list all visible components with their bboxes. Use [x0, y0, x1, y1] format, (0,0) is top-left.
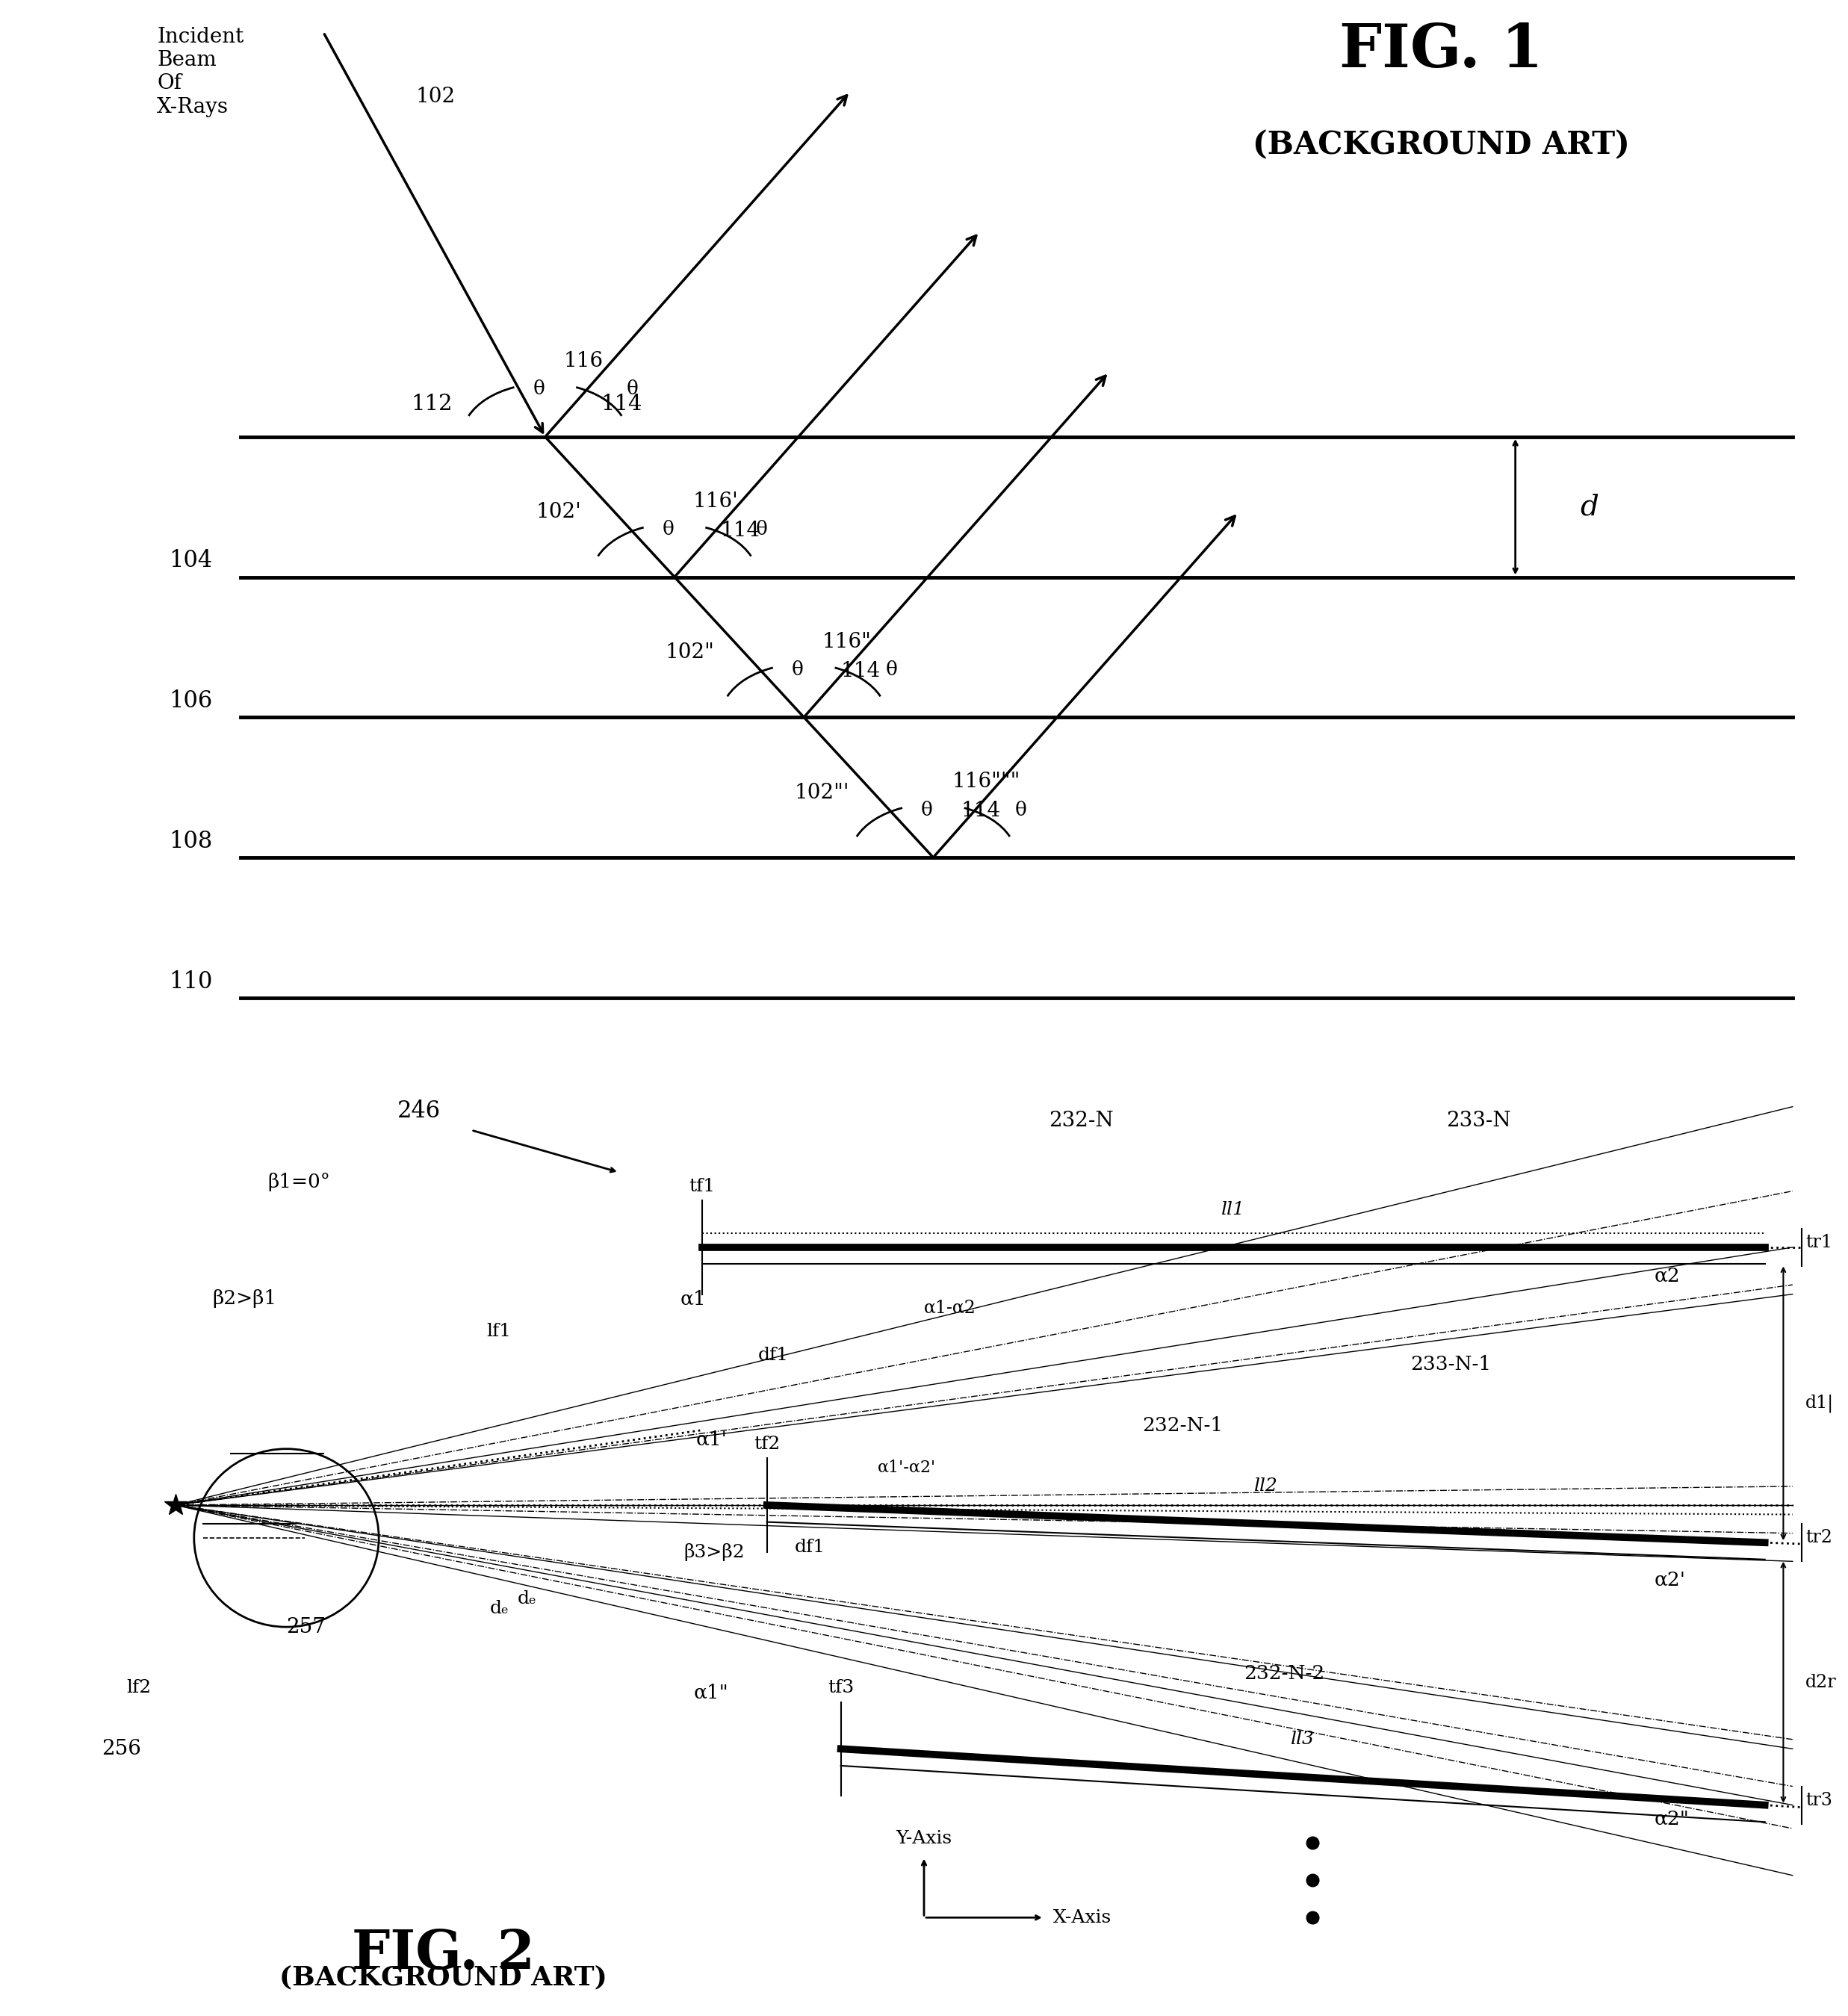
Text: α2": α2"	[1654, 1810, 1689, 1829]
Text: d2r: d2r	[1805, 1673, 1837, 1691]
Text: 108: 108	[168, 831, 213, 853]
Text: FIG. 1: FIG. 1	[1340, 22, 1543, 81]
Text: tf3: tf3	[828, 1679, 854, 1697]
Text: X-Axis: X-Axis	[1053, 1909, 1112, 1925]
Text: FIG. 2: FIG. 2	[351, 1927, 536, 1980]
Text: 114: 114	[721, 520, 760, 540]
Text: 232-N: 232-N	[1048, 1111, 1114, 1131]
Text: 116": 116"	[822, 631, 872, 651]
Text: 104: 104	[170, 548, 213, 573]
Text: tr3: tr3	[1805, 1792, 1833, 1808]
Text: α1': α1'	[697, 1429, 726, 1450]
Text: 256: 256	[102, 1738, 140, 1758]
Text: d: d	[1580, 494, 1599, 520]
Text: β1=0°: β1=0°	[268, 1173, 331, 1191]
Text: d1|: d1|	[1805, 1395, 1833, 1413]
Text: tr1: tr1	[1805, 1234, 1833, 1252]
Text: dₑ: dₑ	[517, 1591, 536, 1607]
Text: θ: θ	[885, 659, 896, 679]
Text: 102: 102	[416, 87, 455, 107]
Text: 102": 102"	[665, 643, 715, 663]
Text: Y-Axis: Y-Axis	[896, 1831, 952, 1847]
Text: 246: 246	[397, 1101, 440, 1123]
Text: ll2: ll2	[1255, 1478, 1277, 1496]
Text: lf2: lf2	[126, 1679, 152, 1697]
Text: 114: 114	[601, 393, 641, 415]
Text: α1": α1"	[695, 1683, 728, 1702]
Text: 106: 106	[168, 689, 213, 712]
Text: 102"': 102"'	[795, 782, 850, 802]
Text: 116""": 116"""	[952, 772, 1020, 792]
Text: θ: θ	[920, 800, 933, 818]
Text: tf2: tf2	[754, 1435, 780, 1454]
Text: ll1: ll1	[1222, 1202, 1246, 1218]
Text: lf1: lf1	[486, 1322, 512, 1341]
Text: 114: 114	[961, 800, 1000, 821]
Text: 110: 110	[168, 970, 213, 994]
Text: Incident
Beam
Of
X-Rays: Incident Beam Of X-Rays	[157, 26, 244, 117]
Text: dₑ: dₑ	[490, 1599, 508, 1617]
Text: θ: θ	[532, 379, 545, 399]
Text: α1-α2: α1-α2	[924, 1300, 976, 1316]
Text: β2>β1: β2>β1	[213, 1290, 277, 1308]
Text: θ: θ	[662, 520, 675, 538]
Text: 257: 257	[286, 1617, 325, 1637]
Text: α2: α2	[1654, 1266, 1680, 1284]
Text: 112: 112	[412, 393, 453, 415]
Text: 102': 102'	[536, 502, 582, 522]
Text: 232-N-1: 232-N-1	[1142, 1415, 1223, 1435]
Text: tf1: tf1	[689, 1177, 715, 1195]
Text: tr2: tr2	[1805, 1530, 1833, 1546]
Text: θ: θ	[626, 379, 638, 399]
Text: (BACKGROUND ART): (BACKGROUND ART)	[1253, 129, 1630, 161]
Text: 233-N-1: 233-N-1	[1410, 1355, 1491, 1373]
Text: θ: θ	[756, 520, 767, 538]
Text: 116: 116	[564, 351, 602, 371]
Text: α2': α2'	[1654, 1570, 1685, 1589]
Text: 116': 116'	[693, 492, 739, 512]
Text: θ: θ	[791, 659, 804, 679]
Text: β3>β2: β3>β2	[684, 1542, 745, 1560]
Text: (BACKGROUND ART): (BACKGROUND ART)	[279, 1964, 608, 1990]
Text: 114: 114	[841, 661, 880, 681]
Text: df1: df1	[795, 1538, 826, 1556]
Text: 233-N: 233-N	[1445, 1111, 1512, 1131]
Text: α1'-α2': α1'-α2'	[878, 1460, 937, 1476]
Text: 232-N-2: 232-N-2	[1244, 1665, 1325, 1683]
Text: ll3: ll3	[1292, 1732, 1314, 1748]
Text: df1: df1	[758, 1347, 789, 1363]
Text: θ: θ	[1015, 800, 1026, 818]
Text: α1: α1	[680, 1290, 706, 1308]
